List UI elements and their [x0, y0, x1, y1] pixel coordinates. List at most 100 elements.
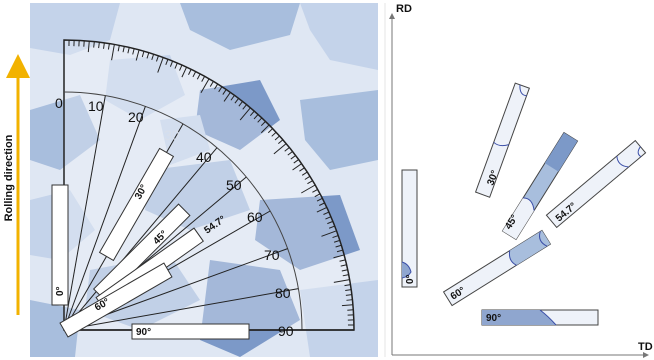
protractor-tick [107, 43, 110, 50]
protractor-tick [278, 139, 284, 145]
protractor-tick [316, 197, 323, 202]
protractor-tick [335, 244, 342, 248]
protractor-tick [339, 259, 346, 262]
protractor-tick [345, 294, 352, 296]
protractor-tick [93, 41, 95, 48]
protractor-tick [174, 62, 178, 69]
left-specimen-30 [98, 147, 175, 262]
protractor-tick [196, 73, 201, 80]
protractor-label-0: 0 [55, 95, 63, 111]
protractor-tick [223, 92, 231, 102]
protractor-tick [165, 59, 169, 66]
right-label-30: 30° [485, 169, 501, 187]
protractor-tick [141, 51, 145, 58]
protractor-tick [328, 225, 335, 229]
protractor-tick [181, 66, 188, 78]
protractor-tick [319, 202, 325, 206]
protractor-tick [321, 230, 337, 237]
protractor-tick [192, 71, 197, 78]
protractor-tick [111, 44, 115, 61]
protractor-tick [287, 151, 293, 156]
protractor-tick [293, 159, 299, 164]
protractor-tick [214, 83, 219, 90]
right-label-90: 90° [486, 313, 501, 324]
protractor-tick [169, 60, 174, 67]
protractor-tick [312, 188, 318, 193]
protractor-tick [325, 216, 332, 220]
left-specimens [51, 147, 250, 340]
right-specimen-45 [501, 131, 579, 241]
protractor-tick [271, 131, 277, 137]
protractor-tick [218, 86, 223, 93]
protractor-tick [299, 167, 305, 172]
protractor-tick [307, 180, 313, 185]
right-specimen-90 [481, 309, 599, 326]
protractor-tick [230, 95, 235, 101]
rd-axis-label: RD [396, 3, 412, 15]
protractor-tick [345, 289, 352, 291]
right-specimen-60 [442, 229, 552, 307]
protractor-label-40: 40 [196, 149, 212, 165]
left-label-90: 90° [136, 327, 151, 338]
protractor-tick [222, 89, 227, 95]
protractor-tick [327, 220, 334, 225]
protractor-label-20: 20 [128, 109, 144, 125]
protractor-tick [238, 101, 243, 107]
protractor-label-70: 70 [264, 247, 280, 263]
protractor-label-10: 10 [88, 98, 104, 114]
protractor-label-30: 30 [164, 127, 180, 143]
protractor-tick [155, 55, 159, 62]
protractor-tick [323, 211, 330, 215]
right-specimen-30 [474, 82, 530, 198]
protractor-label-90: 90 [278, 323, 294, 339]
protractor-ray [63, 288, 299, 331]
protractor-tick [301, 184, 316, 194]
protractor-tick [242, 104, 247, 110]
protractor-tick [290, 155, 296, 160]
protractor-tick [260, 121, 266, 127]
protractor-tick [122, 46, 125, 53]
protractor-tick [151, 54, 155, 61]
protractor-tick [103, 42, 105, 49]
protractor-tick [87, 41, 90, 53]
protractor-label-60: 60 [247, 209, 263, 225]
protractor-tick [314, 193, 321, 198]
left-specimen-90 [131, 323, 250, 340]
protractor-tick [341, 269, 348, 272]
protractor-tick [253, 114, 259, 120]
protractor-label-80: 80 [275, 285, 291, 301]
protractor-tick [239, 107, 251, 121]
rolling-direction-label: Rolling direction [3, 134, 15, 221]
protractor-tick [344, 284, 351, 287]
microstructure-image [30, 3, 378, 357]
protractor-tick [249, 110, 255, 116]
protractor-tick [98, 42, 100, 49]
protractor-tick [284, 147, 290, 152]
left-specimen-60 [59, 262, 173, 338]
right-label-0: 0° [405, 274, 416, 284]
protractor-tick [340, 264, 347, 267]
protractor-tick [304, 175, 311, 180]
protractor-tick [336, 249, 343, 253]
protractor-tick [179, 64, 183, 71]
protractor-tick [333, 254, 345, 259]
protractor-ray [63, 147, 218, 331]
protractor-ray [63, 106, 146, 331]
protractor-tick [301, 171, 308, 176]
protractor-tick [292, 163, 302, 171]
right-specimen-54 [545, 139, 647, 229]
td-axis-label: TD [638, 341, 653, 353]
protractor-tick [117, 45, 120, 52]
protractor-tick [346, 299, 353, 301]
protractor-tick [260, 124, 270, 134]
protractor-tick [135, 49, 140, 61]
protractor-tick [157, 57, 164, 73]
protractor-tick [132, 48, 135, 55]
protractor-tick [273, 143, 287, 155]
protractor-tick [316, 206, 328, 213]
protractor-tick-labels: 0 10 20 30 40 50 60 70 80 90 [55, 95, 294, 339]
right-axes: RD TD [389, 3, 653, 358]
protractor-tick [200, 78, 210, 93]
protractor-tick [274, 135, 280, 141]
protractor-tick [333, 279, 350, 283]
